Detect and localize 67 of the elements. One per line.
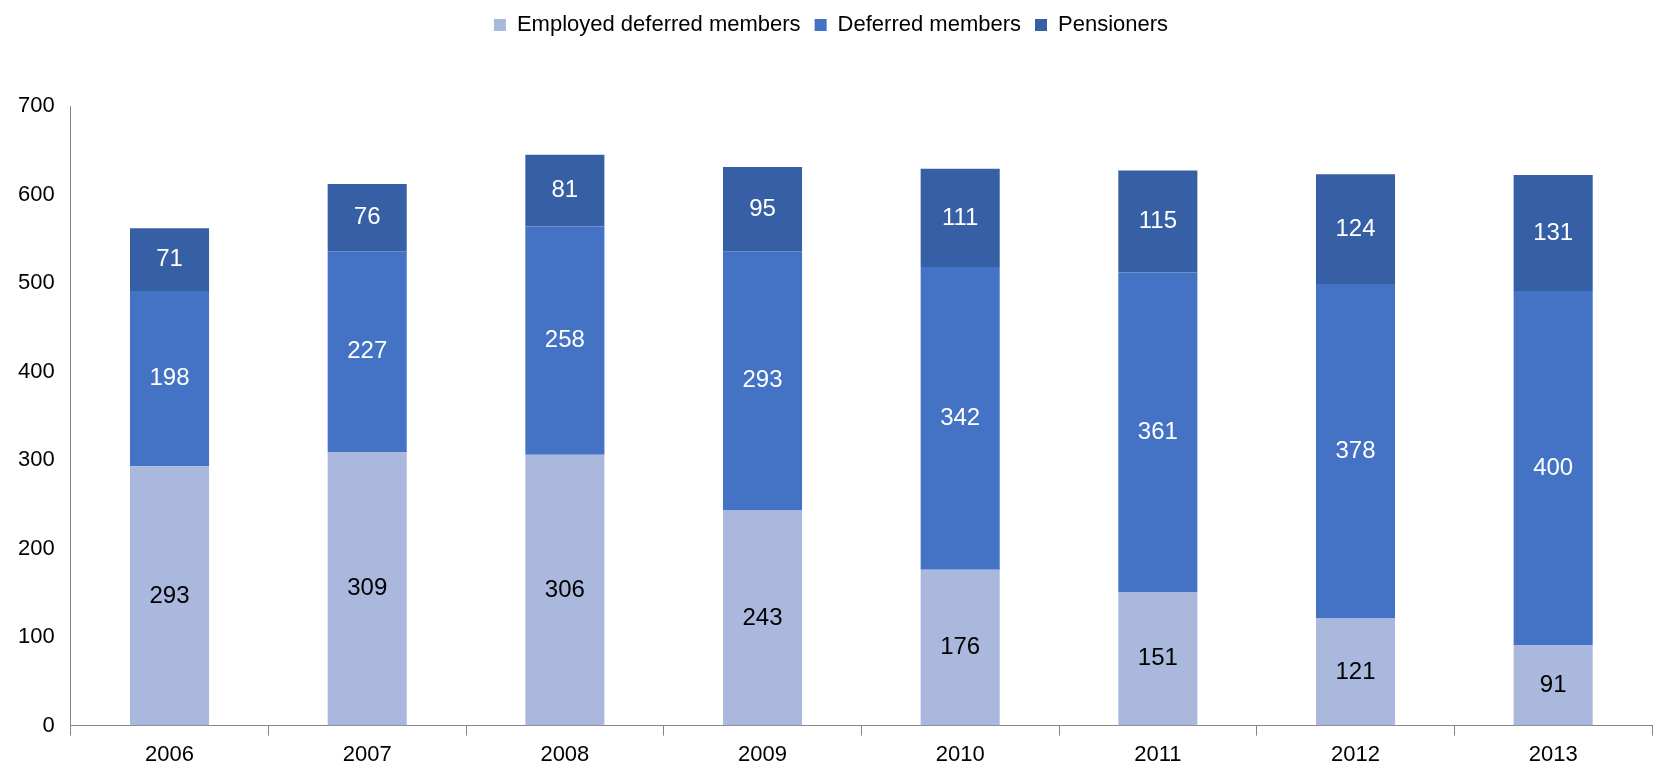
x-tick-label: 2013	[1528, 740, 1578, 766]
data-label: 198	[149, 363, 190, 391]
bar	[722, 510, 803, 726]
y-tick-label: 700	[17, 92, 55, 118]
x-tick-label: 2008	[540, 740, 590, 766]
data-label: 243	[742, 602, 783, 630]
data-label: 306	[544, 574, 585, 602]
data-label: 378	[1335, 435, 1376, 463]
bar	[920, 168, 1000, 268]
data-label: 121	[1335, 656, 1376, 684]
x-tick-label: 2012	[1331, 740, 1380, 766]
y-tick-label: 500	[17, 269, 55, 295]
bar	[1118, 272, 1198, 592]
data-label: 227	[347, 336, 388, 364]
data-label: 361	[1137, 416, 1178, 444]
bar	[1513, 175, 1593, 291]
bar	[722, 167, 803, 252]
data-label: 131	[1533, 217, 1574, 245]
bar	[525, 454, 605, 726]
data-label: 176	[940, 632, 981, 660]
y-tick-label: 200	[17, 534, 55, 560]
x-tick-label: 2007	[342, 740, 392, 766]
bar	[1315, 283, 1396, 619]
data-label: 151	[1137, 643, 1178, 671]
y-tick-label: 100	[17, 623, 55, 649]
x-tick-label: 2011	[1134, 740, 1182, 766]
legend-label: Employed deferred members	[516, 11, 801, 37]
bar	[1513, 645, 1593, 726]
y-tick-label: 300	[17, 446, 55, 472]
x-tick-label: 2006	[145, 740, 195, 766]
data-label: 71	[156, 244, 183, 272]
x-tick-label: 2009	[738, 740, 787, 766]
legend-label: Pensioners	[1058, 11, 1169, 37]
bar	[1315, 618, 1396, 726]
bar	[920, 267, 1000, 570]
data-label: 115	[1138, 206, 1177, 234]
data-label: 95	[749, 193, 776, 221]
data-label: 293	[149, 580, 190, 608]
bar	[327, 251, 407, 453]
bar	[1118, 591, 1198, 726]
bar	[1315, 174, 1396, 284]
legend-label: Deferred members	[837, 11, 1021, 37]
bar	[130, 466, 210, 726]
bar	[525, 226, 605, 455]
bar	[130, 291, 210, 467]
data-label: 342	[940, 403, 981, 431]
bar	[130, 228, 210, 291]
data-label: 76	[353, 202, 381, 230]
bar	[722, 251, 803, 511]
data-label: 81	[551, 175, 579, 203]
data-label: 258	[544, 325, 585, 353]
bar	[327, 452, 407, 726]
bar	[1118, 170, 1198, 273]
data-label: 293	[742, 365, 783, 393]
data-label: 400	[1533, 452, 1574, 480]
data-label: 124	[1335, 213, 1376, 241]
y-tick-label: 600	[17, 180, 55, 206]
bar	[920, 569, 1000, 726]
y-tick-label: 400	[17, 357, 55, 383]
data-label: 91	[1539, 669, 1567, 697]
bar	[327, 183, 407, 252]
data-label: 111	[941, 202, 979, 230]
bar	[525, 154, 605, 227]
x-tick-label: 2010	[935, 740, 985, 766]
data-label: 309	[347, 573, 388, 601]
y-tick-label: 0	[42, 711, 55, 737]
bar	[1513, 291, 1593, 646]
